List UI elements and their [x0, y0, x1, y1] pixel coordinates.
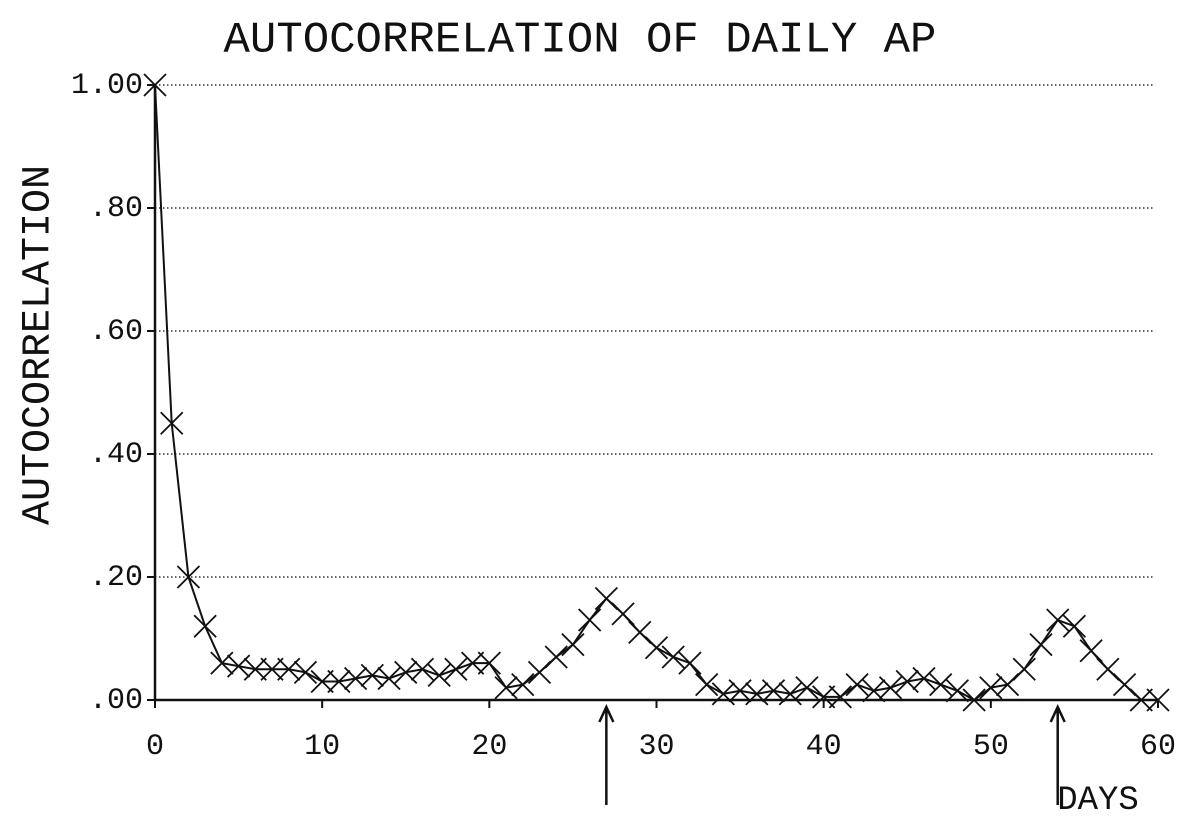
point-marker	[293, 660, 318, 684]
point-marker	[477, 651, 501, 675]
point-marker	[695, 672, 719, 697]
point-marker	[511, 672, 535, 697]
point-marker	[678, 651, 702, 675]
point-marker	[561, 633, 585, 657]
point-marker	[778, 682, 802, 706]
point-marker	[845, 672, 869, 697]
point-marker	[410, 657, 435, 681]
point-marker	[995, 672, 1020, 697]
point-marker	[544, 645, 568, 669]
point-marker	[912, 666, 936, 691]
x-axis-label: DAYS	[1057, 782, 1139, 820]
point-marker	[795, 676, 819, 700]
point-marker	[527, 660, 552, 684]
point-marker	[193, 614, 217, 638]
y-tick-label: .40	[89, 438, 143, 472]
x-tick-label: 10	[304, 730, 340, 764]
x-tick-label: 0	[146, 730, 164, 764]
point-marker	[577, 608, 602, 632]
y-tick-label: 1.00	[71, 69, 143, 103]
arrow	[598, 704, 615, 805]
y-axis-label: AUTOCORRELATION	[17, 165, 62, 525]
point-marker	[310, 669, 334, 694]
x-tick-label: 20	[471, 730, 507, 764]
point-marker	[878, 676, 903, 700]
point-marker	[1046, 608, 1070, 632]
point-marker	[427, 663, 451, 688]
point-marker	[812, 685, 836, 709]
point-marker	[1079, 639, 1103, 663]
point-marker	[176, 565, 201, 589]
point-marker	[929, 672, 953, 697]
y-tick-label: .80	[89, 192, 143, 226]
point-marker	[377, 666, 401, 691]
point-marker	[1146, 688, 1170, 712]
point-marker	[260, 657, 284, 681]
y-tick-label: .00	[89, 684, 143, 718]
point-marker	[1012, 657, 1036, 681]
x-tick-label: 50	[973, 730, 1009, 764]
point-marker	[644, 636, 669, 660]
point-marker	[1129, 688, 1153, 712]
point-marker	[243, 657, 267, 681]
point-marker	[661, 645, 685, 669]
point-marker	[143, 73, 167, 97]
x-tick-label: 40	[806, 730, 842, 764]
chart-title: AUTOCORRELATION OF DAILY AP	[224, 16, 937, 66]
point-marker	[611, 602, 635, 626]
point-marker	[594, 586, 618, 611]
x-tick-label: 60	[1140, 730, 1176, 764]
point-marker	[962, 688, 986, 712]
point-marker	[945, 679, 970, 703]
point-marker	[444, 657, 468, 681]
arrow	[1049, 704, 1066, 805]
y-tick-label: .20	[89, 561, 143, 595]
x-tick-label: 30	[638, 730, 674, 764]
point-marker	[460, 651, 485, 675]
point-marker	[1062, 614, 1087, 638]
point-marker	[160, 411, 184, 435]
y-tick-label: .60	[89, 315, 143, 349]
point-marker	[1112, 672, 1137, 697]
point-marker	[1029, 633, 1053, 657]
point-marker	[828, 685, 853, 709]
point-marker	[628, 620, 652, 644]
point-marker	[1096, 657, 1120, 681]
